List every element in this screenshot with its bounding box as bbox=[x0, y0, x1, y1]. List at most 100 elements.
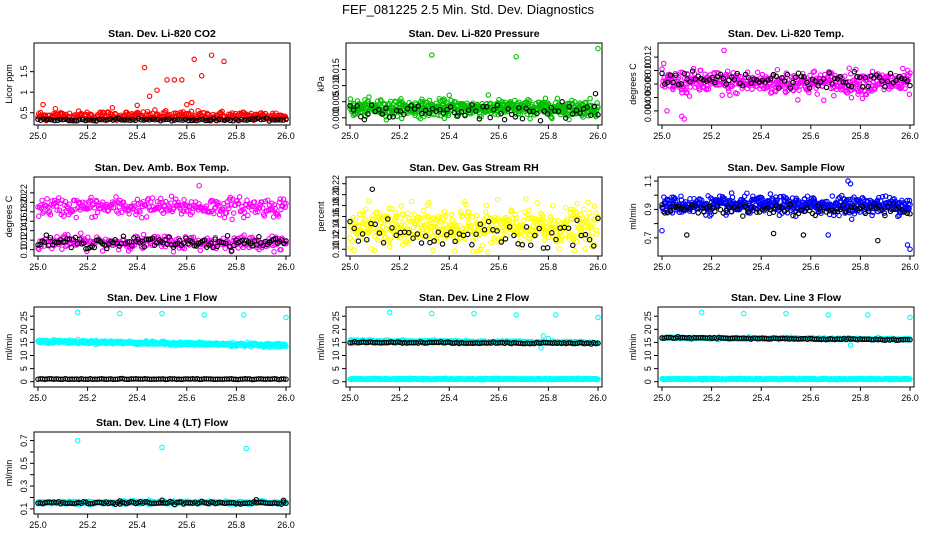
data-point bbox=[244, 117, 250, 123]
data-point bbox=[199, 116, 206, 122]
x-tick-label: 25.8 bbox=[228, 131, 246, 141]
data-point bbox=[690, 65, 697, 72]
x-tick-label: 25.6 bbox=[490, 262, 508, 272]
data-point bbox=[569, 97, 575, 104]
data-point bbox=[74, 118, 80, 124]
data-point bbox=[559, 233, 565, 239]
x-tick-label: 25.0 bbox=[653, 131, 671, 141]
data-point bbox=[441, 115, 448, 122]
data-point bbox=[155, 116, 161, 123]
data-point bbox=[170, 249, 177, 255]
x-tick-label: 26.0 bbox=[277, 393, 295, 403]
data-point bbox=[138, 117, 144, 123]
data-point bbox=[789, 78, 795, 84]
data-point bbox=[517, 111, 523, 117]
data-point bbox=[848, 94, 855, 101]
y-tick-label: 5 bbox=[19, 366, 29, 371]
x-tick-label: 25.2 bbox=[703, 131, 721, 141]
data-point bbox=[439, 241, 446, 247]
data-point bbox=[107, 116, 114, 122]
data-point bbox=[73, 214, 79, 221]
data-point bbox=[848, 216, 855, 223]
data-point bbox=[451, 109, 457, 116]
data-point bbox=[527, 116, 533, 122]
data-point bbox=[241, 312, 247, 318]
data-point bbox=[349, 238, 356, 244]
data-point bbox=[566, 103, 572, 110]
data-point bbox=[552, 108, 558, 114]
data-point bbox=[36, 213, 42, 219]
data-point bbox=[141, 64, 148, 71]
data-point bbox=[39, 197, 45, 203]
data-point bbox=[429, 310, 435, 317]
data-point bbox=[831, 92, 837, 99]
data-point bbox=[40, 116, 47, 122]
data-point bbox=[387, 243, 393, 250]
data-point bbox=[63, 116, 69, 123]
x-tick-label: 25.6 bbox=[178, 262, 196, 272]
data-point bbox=[845, 178, 851, 184]
data-point bbox=[241, 117, 247, 123]
data-point bbox=[164, 77, 170, 83]
data-point bbox=[829, 193, 836, 199]
data-point bbox=[595, 112, 601, 118]
y-tick-label: 25 bbox=[19, 311, 29, 321]
x-tick-label: 25.2 bbox=[703, 262, 721, 272]
data-point bbox=[494, 196, 501, 203]
x-tick-label: 25.8 bbox=[228, 393, 246, 403]
data-point bbox=[96, 116, 103, 123]
data-point bbox=[740, 213, 746, 219]
x-tick-label: 25.6 bbox=[178, 393, 196, 403]
data-point bbox=[684, 89, 690, 96]
data-point bbox=[221, 117, 228, 123]
data-point bbox=[476, 116, 483, 122]
data-point bbox=[363, 206, 369, 213]
data-point bbox=[595, 314, 601, 321]
data-point bbox=[385, 222, 391, 228]
data-point bbox=[404, 105, 411, 112]
data-point bbox=[586, 209, 592, 216]
data-point bbox=[43, 232, 50, 238]
data-point bbox=[523, 105, 529, 112]
data-point bbox=[479, 242, 486, 249]
data-point bbox=[548, 104, 555, 111]
data-point bbox=[93, 117, 100, 124]
data-point bbox=[208, 117, 214, 123]
chart-title: Stan. Dev. Li-820 Temp. bbox=[728, 28, 844, 40]
data-point bbox=[664, 108, 670, 114]
data-point bbox=[445, 112, 452, 119]
data-point bbox=[118, 117, 125, 123]
data-points bbox=[35, 52, 289, 124]
data-point bbox=[659, 70, 665, 77]
data-point bbox=[196, 182, 202, 189]
data-point bbox=[271, 249, 277, 255]
x-tick-label: 25.6 bbox=[802, 262, 820, 272]
data-point bbox=[227, 117, 234, 124]
data-point bbox=[697, 67, 704, 74]
x-tick-label: 26.0 bbox=[901, 262, 919, 272]
data-point bbox=[564, 110, 571, 117]
y-axis-label: degrees C bbox=[628, 63, 638, 105]
x-tick-label: 25.4 bbox=[128, 262, 146, 272]
data-point bbox=[266, 118, 273, 124]
data-point bbox=[146, 93, 153, 100]
data-point bbox=[847, 181, 854, 187]
data-point bbox=[724, 68, 731, 74]
data-point bbox=[38, 117, 44, 123]
data-point bbox=[873, 83, 879, 89]
y-tick-label: 0.22 bbox=[19, 184, 29, 202]
data-point bbox=[79, 116, 86, 123]
data-point bbox=[408, 198, 415, 205]
data-point bbox=[828, 70, 835, 76]
data-point bbox=[711, 71, 718, 77]
data-point bbox=[189, 99, 195, 106]
y-tick-label: 0.005 bbox=[331, 90, 341, 113]
data-point bbox=[129, 116, 136, 123]
data-point bbox=[157, 117, 164, 124]
data-point bbox=[184, 101, 190, 108]
data-point bbox=[143, 116, 150, 123]
data-point bbox=[537, 117, 544, 124]
data-point bbox=[471, 310, 477, 317]
data-points bbox=[347, 45, 601, 124]
data-point bbox=[255, 115, 261, 122]
